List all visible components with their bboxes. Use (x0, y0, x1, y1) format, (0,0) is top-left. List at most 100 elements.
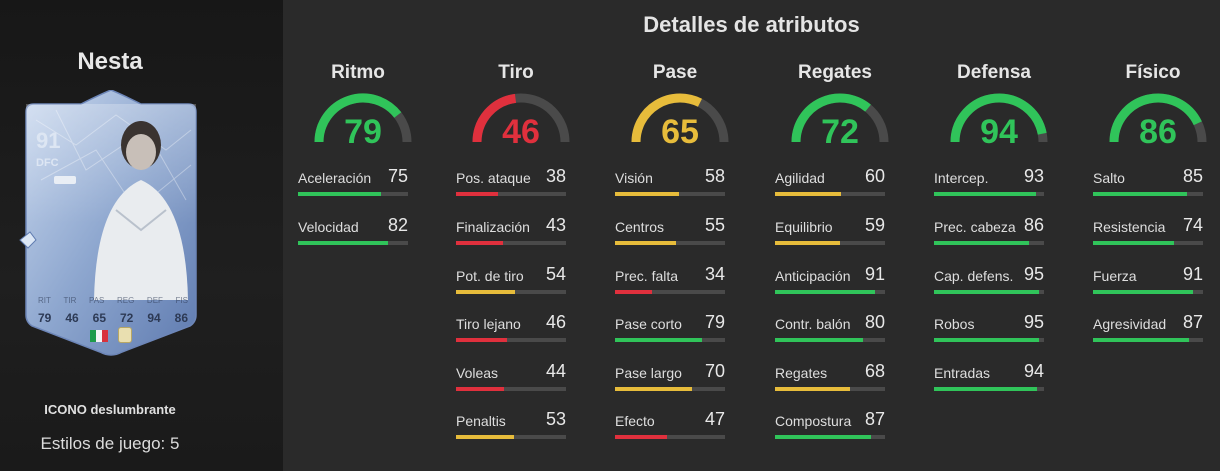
stat-row: Agilidad 60 (775, 166, 925, 210)
stat-value: 79 (704, 312, 725, 332)
stat-value: 82 (387, 215, 408, 235)
player-panel: Nesta 91 DFC RIT TIR PAS REG DEF (0, 0, 283, 471)
card-stat: 79 (38, 311, 52, 325)
stat-row: Pase corto 79 (615, 312, 765, 356)
stat-label: Pos. ataque (456, 170, 531, 186)
stat-bar-fill (615, 435, 667, 439)
stat-bar-fill (456, 192, 498, 196)
stat-value: 68 (864, 361, 885, 381)
stat-bar-fill (456, 435, 515, 439)
stat-bar-fill (934, 192, 1037, 196)
category-value: 46 (502, 113, 540, 151)
stat-bar-fill (298, 241, 389, 245)
stat-bar-fill (1093, 241, 1175, 245)
stat-row: Velocidad 82 (298, 215, 448, 259)
club-badge-icon (118, 327, 132, 343)
stat-bar-fill (775, 338, 863, 342)
stat-label: Agresividad (1093, 316, 1167, 332)
stat-bar-track (1093, 241, 1203, 245)
gauge-fill (472, 93, 517, 143)
stat-bar-track (775, 387, 885, 391)
stat-value: 58 (704, 166, 725, 186)
stat-label: Contr. balón (775, 316, 851, 332)
stat-bar-track (456, 290, 566, 294)
stat-bar-track (934, 387, 1044, 391)
card-stat-label: FIS (175, 296, 188, 305)
stat-bar-track (775, 290, 885, 294)
stat-bar-fill (1093, 338, 1189, 342)
stat-bar-fill (615, 290, 653, 294)
stat-row: Resistencia 74 (1093, 215, 1220, 259)
stat-value: 74 (1182, 215, 1203, 235)
stat-value: 93 (1023, 166, 1044, 186)
stat-value: 46 (545, 312, 566, 332)
card-stat-label: RIT (38, 296, 51, 305)
stat-bar-track (934, 241, 1044, 245)
stat-label: Entradas (934, 365, 991, 381)
stat-bar-track (615, 241, 725, 245)
stat-value: 95 (1023, 312, 1044, 332)
stat-bar-track (615, 290, 725, 294)
category-name: Tiro (498, 62, 534, 83)
stat-bar-track (775, 338, 885, 342)
card-stat: 94 (147, 311, 161, 325)
stat-bar-fill (775, 435, 871, 439)
stat-bar-track (934, 338, 1044, 342)
stat-bar-track (615, 338, 725, 342)
stat-value: 91 (1182, 264, 1203, 284)
stat-row: Contr. balón 80 (775, 312, 925, 356)
card-stat-labels: RIT TIR PAS REG DEF FIS (38, 296, 188, 305)
stat-value: 85 (1182, 166, 1203, 186)
stat-bar-track (456, 387, 566, 391)
stat-row: Finalización 43 (456, 215, 606, 259)
card-stat-label: REG (116, 296, 135, 305)
stat-bar-track (1093, 338, 1203, 342)
stat-value: 34 (704, 264, 725, 284)
stat-label: Tiro lejano (456, 316, 521, 332)
stat-bar-track (456, 338, 566, 342)
card-stat: 72 (119, 311, 134, 325)
stat-label: Anticipación (775, 268, 851, 284)
stat-value: 87 (1182, 312, 1203, 332)
card-stats: 79 46 65 72 94 86 (38, 311, 188, 325)
stat-row: Voleas 44 (456, 361, 606, 405)
card-stat-label: PAS (88, 296, 105, 305)
stat-row: Compostura 87 (775, 409, 925, 453)
stat-bar-track (456, 241, 566, 245)
playstyles-count[interactable]: Estilos de juego: 5 (0, 434, 220, 454)
stat-bar-track (298, 192, 408, 196)
stat-bar-track (1093, 290, 1203, 294)
stat-row: Agresividad 87 (1093, 312, 1220, 356)
gauge-fill (631, 93, 703, 143)
stat-bar-track (456, 192, 566, 196)
stat-bar-fill (615, 338, 702, 342)
card-stat: 65 (92, 311, 107, 325)
category-gauge (631, 93, 729, 143)
stat-row: Salto 85 (1093, 166, 1220, 210)
card-rating: 91 (36, 128, 61, 153)
stat-bar-track (775, 192, 885, 196)
stat-value: 80 (864, 312, 885, 332)
category-name: Pase (652, 62, 698, 83)
stat-value: 43 (545, 215, 566, 235)
category-name: Ritmo (331, 62, 385, 83)
stat-label: Cap. defens. (934, 268, 1014, 284)
stat-label: Compostura (775, 413, 852, 429)
stat-row: Visión 58 (615, 166, 765, 210)
stat-value: 95 (1023, 264, 1044, 284)
stat-value: 87 (864, 409, 885, 429)
stat-label: Visión (615, 170, 653, 186)
stat-row: Penaltis 53 (456, 409, 606, 453)
stat-bar-fill (615, 387, 692, 391)
stat-row: Prec. falta 34 (615, 264, 765, 308)
category-gauge (314, 93, 412, 143)
card-stat: 46 (65, 311, 79, 325)
stat-bar-fill (775, 387, 850, 391)
stat-value: 54 (545, 264, 566, 284)
stat-label: Pot. de tiro (456, 268, 524, 284)
stat-row: Tiro lejano 46 (456, 312, 606, 356)
stat-row: Pot. de tiro 54 (456, 264, 606, 308)
card-stat-label: DEF (146, 296, 163, 305)
stat-bar-fill (1093, 192, 1187, 196)
stat-label: Prec. cabeza (934, 219, 1016, 235)
